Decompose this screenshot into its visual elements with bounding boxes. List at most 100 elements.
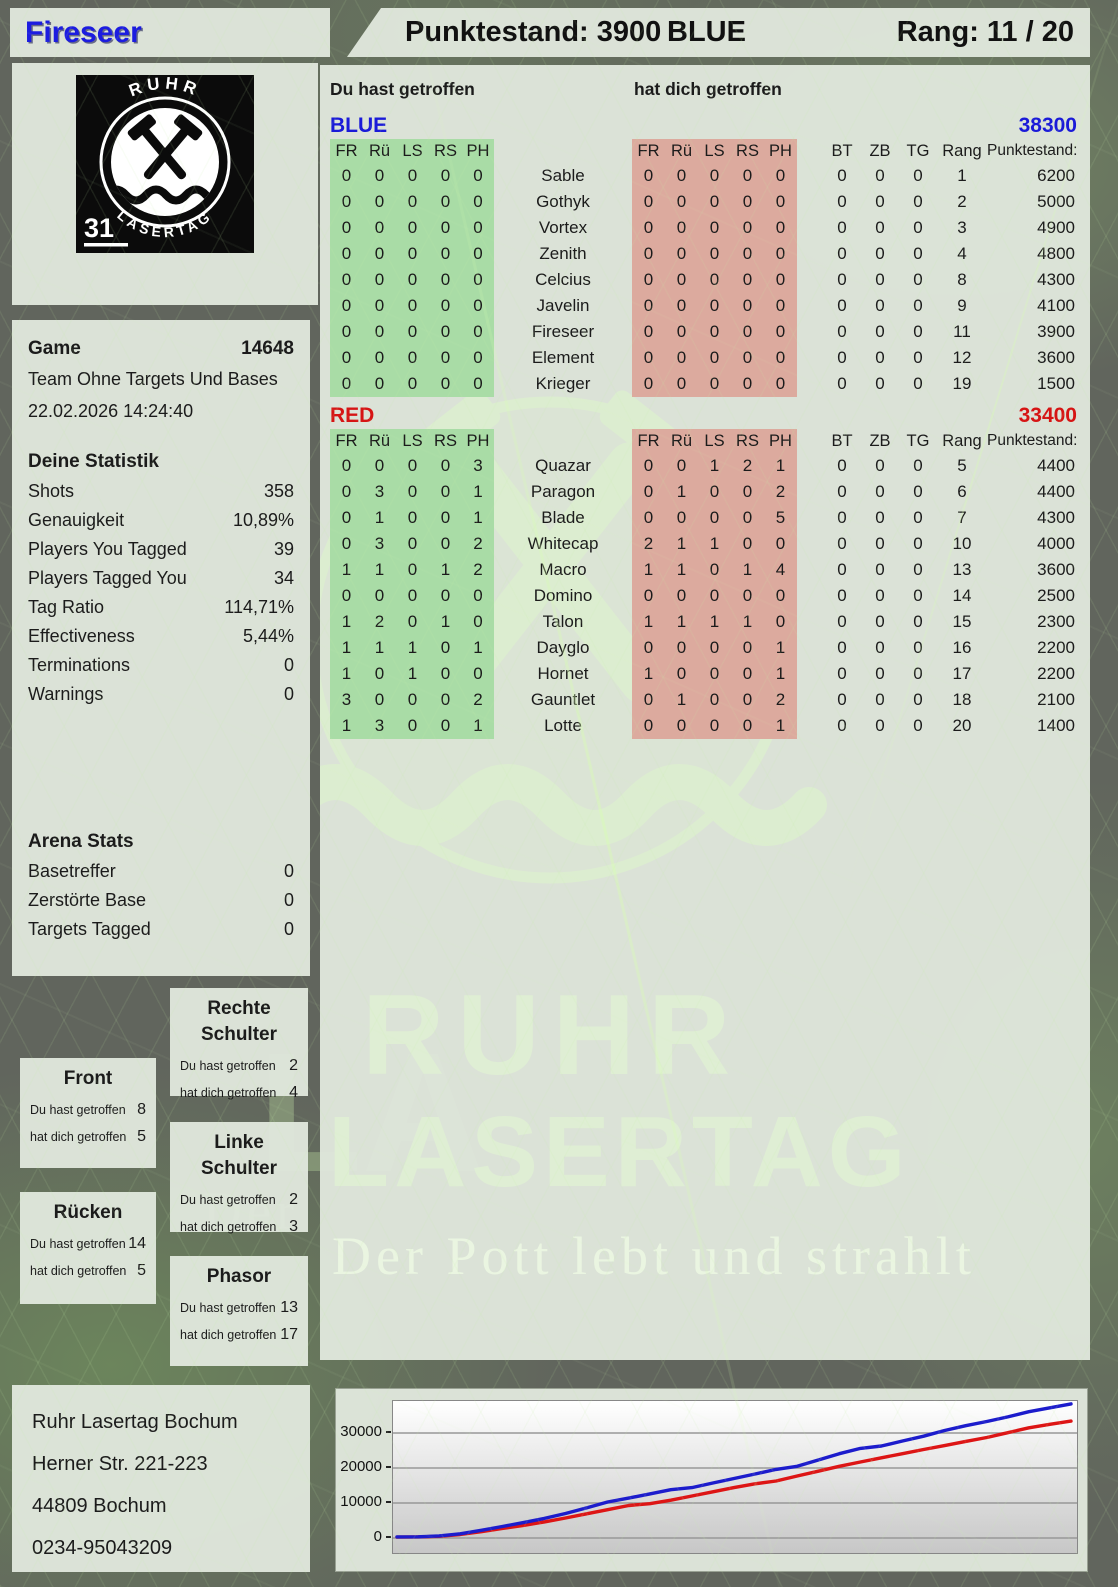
column-header: TG (906, 432, 930, 450)
player-name-cell: Vortex (538, 218, 588, 237)
game-label: Game (28, 338, 81, 359)
column-header: Rü (363, 139, 396, 163)
y-axis-label: 20000 (340, 1458, 382, 1475)
hits-cell: 0 (396, 319, 429, 345)
stat-label: Shots (28, 481, 75, 501)
hits-cell: 1 (462, 479, 494, 505)
hits-cell: 0 (330, 215, 363, 241)
score-cell: 1500 (1037, 374, 1075, 393)
rank-cell: 17 (952, 664, 972, 683)
stat-value: 114,71% (224, 597, 294, 617)
you-hit-value: 13 (280, 1299, 298, 1316)
taken-cell: 0 (665, 293, 698, 319)
hits-cell: 0 (363, 267, 396, 293)
column-header: Punktestand: (987, 432, 1078, 449)
player-name-cell: Gauntlet (530, 690, 596, 709)
column-header: Rü (665, 139, 698, 163)
taken-cell: 0 (698, 215, 731, 241)
taken-cell: 0 (698, 189, 731, 215)
taken-cell: 0 (632, 583, 665, 609)
score-cell: 2100 (1037, 690, 1075, 709)
column-header: BT (831, 142, 853, 160)
hits-cell: 0 (330, 319, 363, 345)
taken-cell: 0 (764, 319, 797, 345)
spacer (797, 609, 823, 635)
tg-cell: 0 (913, 270, 923, 289)
taken-cell: 2 (632, 531, 665, 557)
tg-cell: 0 (913, 586, 923, 605)
hits-cell: 0 (429, 583, 462, 609)
taken-cell: 0 (632, 505, 665, 531)
spacer (797, 293, 823, 319)
taken-cell: 0 (665, 345, 698, 371)
taken-cell: 0 (632, 293, 665, 319)
bt-cell: 0 (837, 716, 847, 735)
taken-cell: 0 (764, 215, 797, 241)
spacer (797, 371, 823, 397)
hit-you-value: 5 (137, 1128, 146, 1145)
hits-cell: 0 (429, 687, 462, 713)
taken-cell: 2 (764, 687, 797, 713)
zb-cell: 0 (875, 508, 885, 527)
y-axis-label: 0 (373, 1528, 382, 1545)
rank-cell: 16 (952, 638, 972, 657)
hits-cell: 0 (363, 293, 396, 319)
taken-cell: 1 (764, 661, 797, 687)
stat-row: Tag Ratio 114,71% (28, 593, 294, 622)
stat-row: Zerstörte Base 0 (28, 886, 294, 915)
score-cell: 4000 (1037, 534, 1075, 553)
hits-cell: 0 (330, 293, 363, 319)
score-cell: 5000 (1037, 192, 1075, 211)
game-id: 14648 (241, 338, 294, 359)
zb-cell: 0 (875, 374, 885, 393)
taken-cell: 0 (764, 163, 797, 189)
hits-cell: 0 (462, 163, 494, 189)
taken-cell: 0 (731, 635, 764, 661)
stat-row: Players Tagged You 34 (28, 564, 294, 593)
taken-cell: 0 (698, 371, 731, 397)
taken-cell: 0 (632, 479, 665, 505)
hits-cell: 1 (330, 635, 363, 661)
taken-cell: 0 (632, 635, 665, 661)
player-name-cell: Krieger (535, 374, 591, 393)
taken-cell: 0 (764, 293, 797, 319)
rank-cell: 7 (957, 508, 967, 527)
zb-cell: 0 (875, 270, 885, 289)
rank-cell: 4 (957, 244, 967, 263)
hits-cell: 1 (330, 557, 363, 583)
taken-cell: 0 (698, 267, 731, 293)
player-name-cell: Macro (539, 560, 587, 579)
stat-row: Warnings 0 (28, 680, 294, 709)
column-header: LS (698, 139, 731, 163)
hit-you-label: hat dich getroffen (180, 1328, 277, 1342)
hits-cell: 0 (363, 687, 396, 713)
rank-cell: 9 (957, 296, 967, 315)
taken-cell: 0 (698, 163, 731, 189)
table-row: 1 1 1 0 1 Dayglo 0 0 0 0 1 0 0 0 16 2200 (330, 635, 1077, 661)
spacer (797, 319, 823, 345)
tg-cell: 0 (913, 560, 923, 579)
column-header: RS (429, 139, 462, 163)
table-row: 0 0 0 0 0 Zenith 0 0 0 0 0 0 0 0 4 4800 (330, 241, 1077, 267)
column-header: LS (396, 139, 429, 163)
hits-cell: 0 (462, 371, 494, 397)
hits-cell: 0 (396, 215, 429, 241)
taken-cell: 0 (665, 163, 698, 189)
y-axis-label: 30000 (340, 1423, 382, 1440)
column-header (494, 139, 632, 163)
hit-zone-row: Du hast getroffen 14 (30, 1235, 146, 1253)
hit-you-header: hat dich getroffen (634, 79, 782, 99)
hits-cell: 0 (429, 293, 462, 319)
spacer (797, 345, 823, 371)
column-header: PH (462, 429, 494, 453)
hits-cell: 0 (396, 267, 429, 293)
stat-value: 10,89% (232, 510, 294, 530)
stat-label: Players You Tagged (28, 539, 187, 559)
hits-cell: 0 (396, 583, 429, 609)
hit-you-label: hat dich getroffen (30, 1130, 127, 1144)
arena-stats-list: Basetreffer 0 Zerstörte Base 0 Targets Tagge… (28, 857, 294, 944)
rank-cell: 1 (957, 166, 967, 185)
bt-cell: 0 (837, 534, 847, 553)
stat-value: 0 (283, 684, 294, 704)
hits-cell: 0 (396, 293, 429, 319)
